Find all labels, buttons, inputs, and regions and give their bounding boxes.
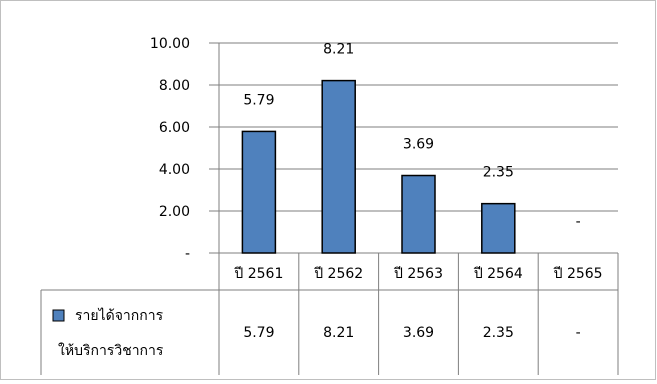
table-value: 8.21	[323, 325, 354, 341]
y-tick-label: -	[185, 246, 190, 262]
legend-label-line1: รายได้จากการ	[75, 307, 164, 324]
y-tick-label: 8.00	[159, 78, 190, 94]
table-value: 5.79	[243, 325, 274, 341]
category-label: ปี 2562	[314, 266, 363, 282]
y-tick-label: 10.00	[150, 36, 190, 52]
table-value: -	[576, 325, 581, 341]
bar	[321, 79, 356, 254]
y-tick-label: 4.00	[159, 162, 190, 178]
y-tick-label: 6.00	[159, 120, 190, 136]
bar	[481, 202, 516, 254]
legend-key	[52, 309, 65, 322]
category-label: ปี 2561	[234, 266, 283, 282]
bar-value-label: -	[576, 214, 581, 230]
bar	[241, 130, 277, 254]
table-value: 2.35	[483, 325, 514, 341]
category-label: ปี 2565	[553, 266, 602, 282]
bar-value-label: 5.79	[243, 92, 274, 108]
category-label: ปี 2564	[473, 266, 523, 282]
category-label: ปี 2563	[394, 266, 443, 282]
bar-value-label: 2.35	[483, 165, 514, 181]
legend-label-line2: ให้บริการวิชาการ	[58, 342, 164, 359]
table-value: 3.69	[403, 325, 434, 341]
bar-value-label: 3.69	[403, 137, 434, 153]
bar-value-label: 8.21	[323, 42, 354, 58]
bar	[401, 174, 436, 254]
y-tick-label: 2.00	[159, 204, 190, 220]
